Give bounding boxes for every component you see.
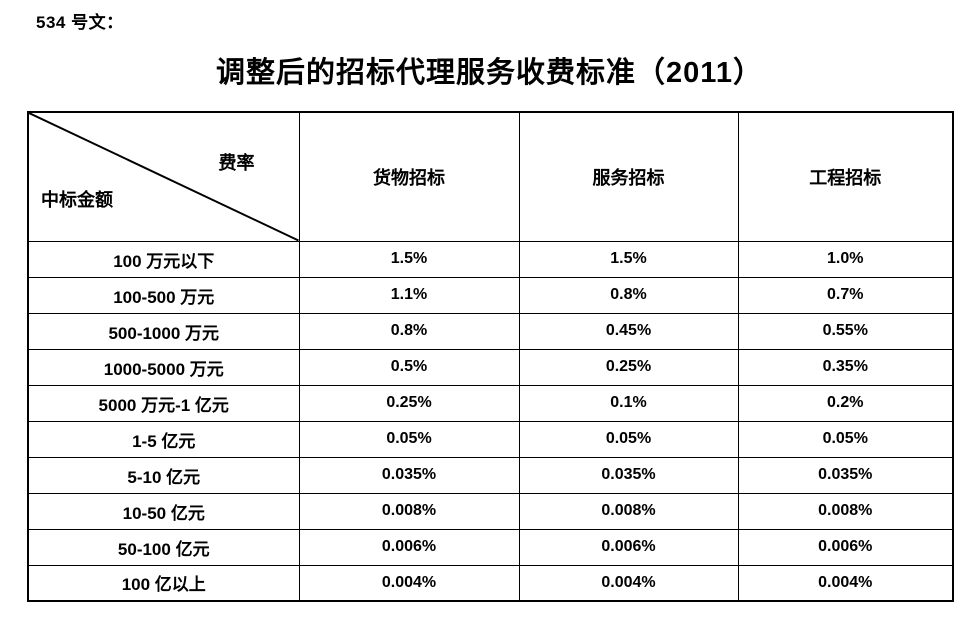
column-header-services: 服务招标 (518, 111, 739, 242)
fee-value: 1.5% (518, 240, 739, 278)
row-label: 1000-5000 万元 (27, 348, 300, 386)
fee-value: 0.8% (518, 276, 739, 314)
fee-value: 0.004% (518, 564, 739, 602)
fee-value: 0.25% (518, 348, 739, 386)
column-header-goods: 货物招标 (298, 111, 520, 242)
fee-value: 0.006% (518, 528, 739, 566)
table-row: 100 亿以上 0.004% 0.004% 0.004% (27, 564, 954, 602)
table-row: 50-100 亿元 0.006% 0.006% 0.006% (27, 528, 954, 566)
fee-value: 0.2% (737, 384, 954, 422)
diagonal-line (29, 113, 299, 241)
row-label: 1-5 亿元 (27, 420, 300, 458)
fee-value: 0.05% (518, 420, 739, 458)
fee-value: 0.008% (737, 492, 954, 530)
fee-value: 0.25% (298, 384, 520, 422)
fee-value: 0.5% (298, 348, 520, 386)
table-row: 5-10 亿元 0.035% 0.035% 0.035% (27, 456, 954, 494)
fee-value: 0.004% (298, 564, 520, 602)
corner-label-rate: 费率 (218, 153, 255, 173)
fee-value: 0.55% (737, 312, 954, 350)
table-row: 100-500 万元 1.1% 0.8% 0.7% (27, 276, 954, 314)
fee-value: 1.5% (298, 240, 520, 278)
row-label: 5-10 亿元 (27, 456, 300, 494)
fee-value: 0.8% (298, 312, 520, 350)
table-row: 10-50 亿元 0.008% 0.008% 0.008% (27, 492, 954, 530)
table-row: 1000-5000 万元 0.5% 0.25% 0.35% (27, 348, 954, 386)
fee-value: 1.1% (298, 276, 520, 314)
corner-label-amount: 中标金额 (41, 189, 113, 210)
fee-value: 0.035% (298, 456, 520, 494)
fee-value: 0.008% (518, 492, 739, 530)
fee-value: 0.05% (737, 420, 954, 458)
row-label: 5000 万元-1 亿元 (27, 384, 300, 422)
table-row: 500-1000 万元 0.8% 0.45% 0.55% (27, 312, 954, 350)
row-label: 100 万元以下 (27, 240, 300, 278)
fee-standard-table: 费率 中标金额 货物招标 服务招标 工程招标 100 万元以下 1.5% 1.5… (27, 111, 954, 602)
page-title: 调整后的招标代理服务收费标准（2011） (216, 57, 763, 89)
fee-value: 0.45% (518, 312, 739, 350)
header-row: 费率 中标金额 货物招标 服务招标 工程招标 (27, 111, 954, 242)
fee-value: 0.035% (737, 456, 954, 494)
row-label: 100-500 万元 (27, 276, 300, 314)
row-label: 10-50 亿元 (27, 492, 300, 530)
doc-reference-number: 534 号文： (36, 13, 124, 32)
fee-value: 1.0% (737, 240, 954, 278)
diagonal-corner-cell: 费率 中标金额 (27, 111, 300, 242)
table-row: 5000 万元-1 亿元 0.25% 0.1% 0.2% (27, 384, 954, 422)
fee-value: 0.035% (518, 456, 739, 494)
fee-value: 0.35% (737, 348, 954, 386)
table-row: 1-5 亿元 0.05% 0.05% 0.05% (27, 420, 954, 458)
fee-value: 0.006% (298, 528, 520, 566)
row-label: 500-1000 万元 (27, 312, 300, 350)
row-label: 50-100 亿元 (27, 528, 300, 566)
fee-value: 0.004% (737, 564, 954, 602)
fee-value: 0.1% (518, 384, 739, 422)
fee-value: 0.05% (298, 420, 520, 458)
fee-value: 0.006% (737, 528, 954, 566)
fee-value: 0.7% (737, 276, 954, 314)
row-label: 100 亿以上 (27, 564, 300, 602)
column-header-engineering: 工程招标 (737, 111, 954, 242)
fee-value: 0.008% (298, 492, 520, 530)
table-row: 100 万元以下 1.5% 1.5% 1.0% (27, 240, 954, 278)
